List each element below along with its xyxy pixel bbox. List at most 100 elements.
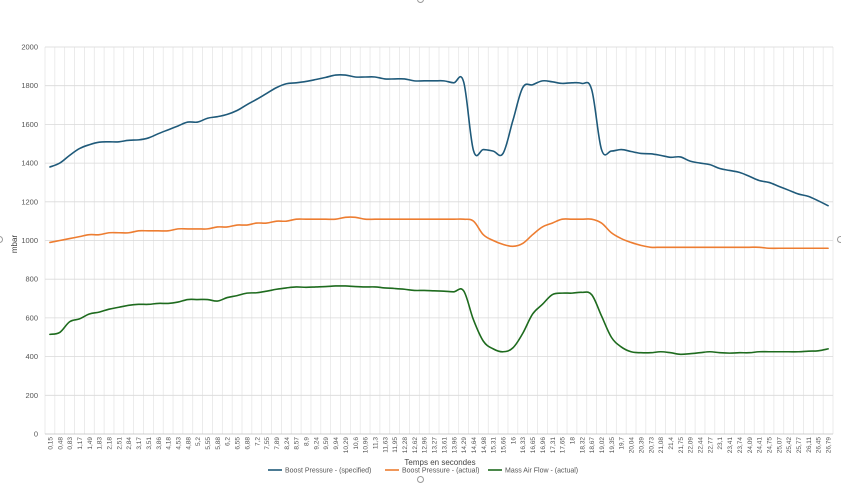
x-tick-label: 5,2: [195, 437, 202, 446]
x-tick-label: 20,73: [648, 437, 655, 454]
x-tick-label: 12,28: [402, 437, 409, 454]
x-tick-label: 25,07: [776, 437, 783, 454]
series-line-2: [49, 216, 829, 250]
x-tick-label: 5,55: [205, 437, 212, 450]
x-tick-label: 25,77: [796, 437, 803, 454]
x-tick-label: 21,08: [658, 437, 665, 454]
x-tick-label: 4,18: [166, 437, 173, 450]
x-tick-label: 20,04: [629, 437, 636, 454]
x-tick-label: 16,96: [540, 437, 547, 454]
x-tick-label: 7,89: [274, 437, 281, 450]
x-tick-label: 21,75: [678, 437, 685, 454]
y-tick-label: 1200: [21, 197, 38, 206]
x-tick-label: 1,83: [97, 437, 104, 450]
x-tick-label: 12,96: [422, 437, 429, 454]
series-line-3: [49, 285, 829, 356]
y-tick-label: 1400: [21, 159, 38, 168]
x-tick-label: 16,33: [520, 437, 527, 454]
x-tick-label: 1,17: [77, 437, 84, 450]
x-tick-label: 13,61: [441, 437, 448, 454]
x-tick-label: 14,29: [461, 437, 468, 454]
y-tick-label: 2000: [21, 43, 38, 52]
x-tick-label: 15,31: [491, 437, 498, 454]
x-tick-label: 4,88: [185, 437, 192, 450]
x-tick-label: 22,44: [698, 437, 705, 454]
x-tick-label: 10,6: [353, 437, 360, 450]
x-tick-label: 18,67: [589, 437, 596, 454]
x-tick-label: 23,1: [717, 437, 724, 450]
x-tick-label: 8,57: [294, 437, 301, 450]
x-tick-label: 23,41: [727, 437, 734, 454]
x-tick-label: 21,4: [668, 437, 675, 450]
x-axis-label: Temps en secondes: [404, 458, 475, 467]
x-tick-label: 19,02: [599, 437, 606, 454]
x-tick-label: 3,51: [146, 437, 153, 450]
x-tick-label: 6,2: [225, 437, 232, 446]
x-tick-label: 16,65: [530, 437, 537, 454]
y-tick-label: 400: [25, 352, 38, 361]
x-tick-label: 9,24: [313, 437, 320, 450]
y-tick-label: 800: [25, 275, 38, 284]
x-tick-label: 22,77: [707, 437, 714, 454]
x-tick-label: 24,41: [757, 437, 764, 454]
y-axis-label: mbar: [10, 235, 19, 254]
x-tick-label: 19,7: [619, 437, 626, 450]
x-tick-label: 16: [510, 437, 517, 445]
resize-handle-right[interactable]: [837, 236, 841, 243]
x-tick-label: 8,24: [284, 437, 291, 450]
x-tick-label: 18,32: [579, 437, 586, 454]
x-tick-label: 2,18: [107, 437, 114, 450]
legend-label: Boost Pressure - (actual): [402, 468, 479, 475]
x-tick-label: 25,42: [786, 437, 793, 454]
x-tick-label: 2,51: [116, 437, 123, 450]
x-tick-label: 11,3: [372, 437, 379, 450]
x-tick-label: 7,2: [254, 437, 261, 446]
x-tick-label: 0,15: [47, 437, 54, 450]
x-tick-label: 3,17: [136, 437, 143, 450]
x-tick-label: 13,27: [432, 437, 439, 454]
y-tick-label: 0: [34, 430, 38, 439]
x-tick-label: 5,88: [215, 437, 222, 450]
x-tick-label: 12,62: [412, 437, 419, 454]
series-line-1: [49, 73, 829, 207]
x-tick-label: 2,84: [126, 437, 133, 450]
x-tick-label: 9,94: [333, 437, 340, 450]
x-tick-label: 17,31: [550, 437, 557, 454]
y-tick-label: 200: [25, 391, 38, 400]
x-tick-label: 24,75: [766, 437, 773, 454]
x-tick-label: 3,86: [156, 437, 163, 450]
x-tick-label: 0,48: [57, 437, 64, 450]
legend-label: Boost Pressure - (specified): [285, 468, 371, 475]
x-tick-label: 26,11: [806, 437, 813, 453]
x-tick-label: 26,79: [826, 437, 833, 454]
x-tick-label: 24,09: [747, 437, 754, 454]
x-tick-label: 14,98: [481, 437, 488, 454]
x-tick-label: 22,09: [688, 437, 695, 454]
y-tick-label: 600: [25, 313, 38, 322]
x-tick-label: 6,55: [235, 437, 242, 450]
x-tick-label: 23,74: [737, 437, 744, 454]
x-tick-label: 26,45: [816, 437, 823, 454]
legend-label: Mass Air Flow - (actual): [505, 468, 578, 475]
legend: Boost Pressure - (specified) Boost Pressu…: [268, 468, 578, 475]
x-tick-label: 6,88: [244, 437, 251, 450]
y-tick-label: 1000: [21, 236, 38, 245]
x-tick-label: 13,96: [451, 437, 458, 454]
x-tick-label: 0,83: [67, 437, 74, 450]
y-tick-label: 1600: [21, 120, 38, 129]
x-tick-label: 11,95: [392, 437, 399, 453]
x-tick-label: 15,66: [501, 437, 508, 454]
x-tick-label: 10,96: [363, 437, 370, 454]
x-tick-label: 11,63: [382, 437, 389, 453]
x-tick-label: 4,53: [175, 437, 182, 450]
x-tick-label: 9,59: [323, 437, 330, 450]
x-tick-label: 10,29: [343, 437, 350, 454]
x-tick-label: 8,9: [304, 437, 311, 446]
x-tick-label: 7,55: [264, 437, 271, 450]
x-tick-label: 20,39: [638, 437, 645, 454]
x-tick-label: 17,65: [560, 437, 567, 454]
x-tick-label: 14,64: [471, 437, 478, 454]
x-tick-label: 19,35: [609, 437, 616, 454]
